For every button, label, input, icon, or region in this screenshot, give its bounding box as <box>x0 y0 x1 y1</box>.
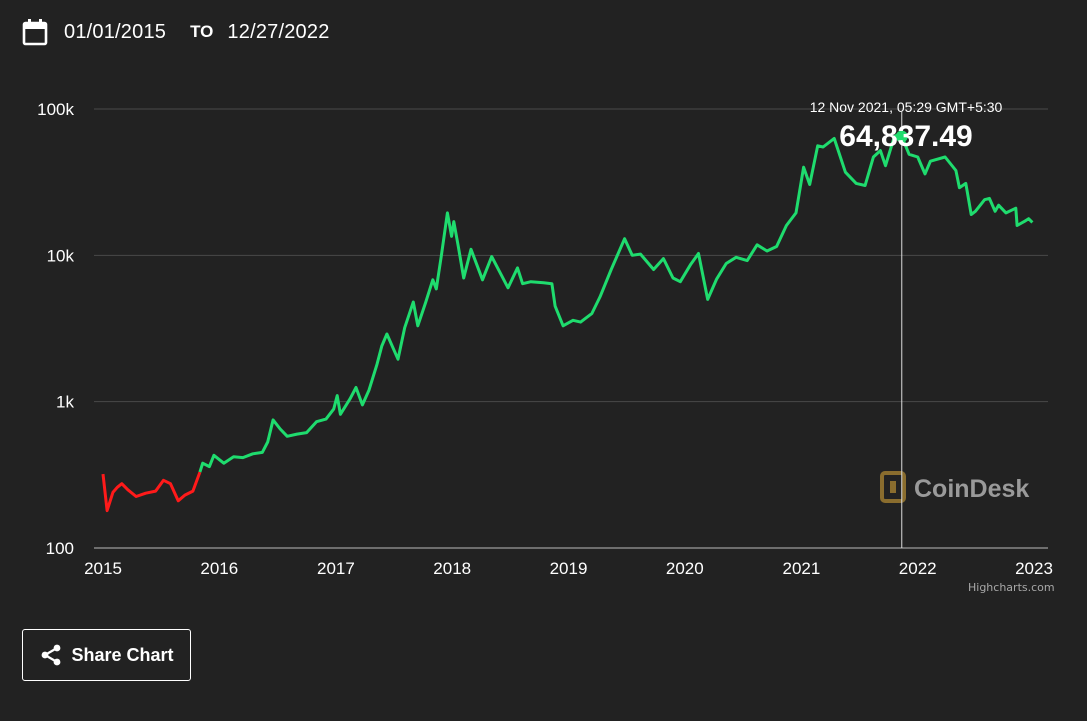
tooltip-value: 64,837.49 <box>839 120 972 153</box>
x-tick-label: 2022 <box>899 559 937 578</box>
y-tick-label: 1k <box>56 393 74 412</box>
x-tick-label: 2016 <box>200 559 238 578</box>
coindesk-logo-icon <box>880 471 906 503</box>
x-tick-label: 2015 <box>84 559 122 578</box>
x-tick-label: 2017 <box>317 559 355 578</box>
x-tick-label: 2018 <box>433 559 471 578</box>
date-from[interactable]: 01/01/2015 <box>64 20 167 43</box>
date-to-label: TO <box>190 22 214 41</box>
x-tick-label: 2020 <box>666 559 704 578</box>
tooltip: 12 Nov 2021, 05:29 GMT+5:30 64,837.49 <box>810 99 1003 548</box>
coindesk-watermark-text: CoinDesk <box>914 475 1029 503</box>
grid-layer <box>94 108 1048 549</box>
highcharts-credits[interactable]: Highcharts.com <box>968 581 1055 594</box>
hover-marker <box>895 130 908 143</box>
calendar-icon[interactable] <box>22 18 48 46</box>
x-tick-label: 2023 <box>1015 559 1053 578</box>
y-tick-label: 10k <box>47 246 75 265</box>
tooltip-date: 12 Nov 2021, 05:29 GMT+5:30 <box>810 99 1003 115</box>
x-tick-label: 2021 <box>782 559 820 578</box>
y-tick-label: 100 <box>46 539 74 558</box>
series-line-down <box>101 471 202 513</box>
price-chart[interactable]: 100 1k 10k 100k 2015 2016 2017 2018 2019 2020 202… <box>0 60 1087 590</box>
x-tick-label: 2019 <box>550 559 588 578</box>
date-to[interactable]: 12/27/2022 <box>227 20 330 43</box>
series-line-up <box>198 132 1034 473</box>
share-chart-button[interactable]: Share Chart <box>22 629 191 681</box>
share-chart-label: Share Chart <box>71 644 174 665</box>
y-tick-label: 100k <box>37 100 74 119</box>
coindesk-watermark: CoinDesk <box>880 471 1029 503</box>
share-icon <box>42 644 61 666</box>
date-range-picker[interactable]: 01/01/2015 TO 12/27/2022 <box>22 16 330 48</box>
price-series <box>101 132 1034 513</box>
x-axis: 2015 2016 2017 2018 2019 2020 2021 2022 2023 <box>84 559 1053 578</box>
y-axis: 100 1k 10k 100k <box>37 100 74 558</box>
